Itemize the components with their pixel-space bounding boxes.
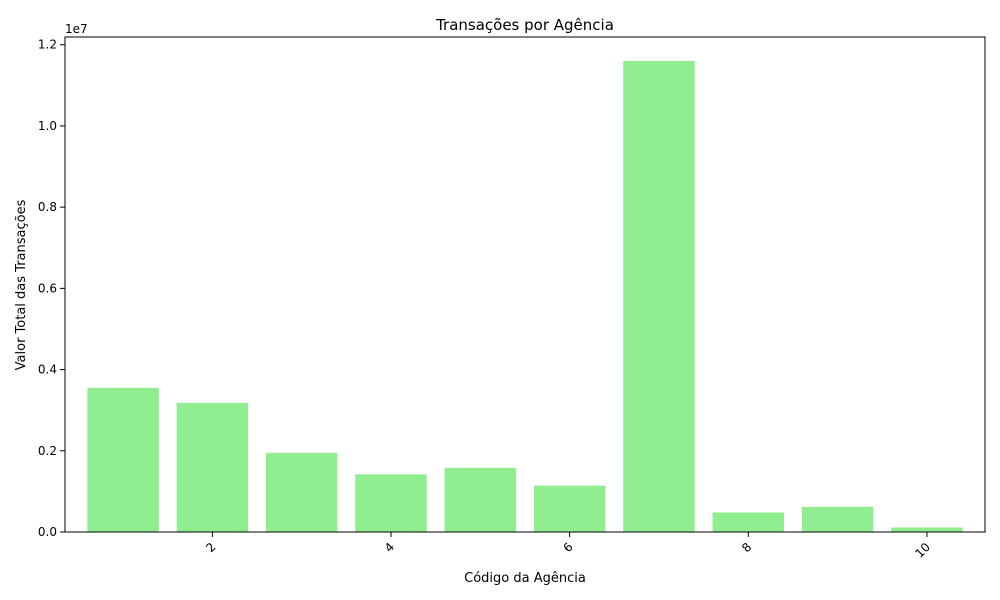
bar-10	[891, 527, 963, 532]
bar-3	[265, 452, 338, 532]
x-tick-label-6: 6	[560, 540, 575, 555]
x-tick-label-2: 2	[203, 540, 218, 555]
plot-frame	[64, 36, 986, 533]
x-axis-label: Código da Agência	[464, 571, 586, 586]
bar-7	[623, 60, 695, 533]
y-tick-label-1: 0.2	[38, 444, 57, 458]
y-tick-label-6: 1.2	[38, 38, 57, 52]
x-tick-label-4: 4	[382, 540, 397, 555]
y-tick-label-2: 0.4	[38, 363, 57, 377]
y-tick-label-0: 0.0	[38, 525, 57, 539]
x-tick-label-10: 10	[912, 540, 933, 561]
bar-4	[355, 474, 427, 532]
chart-title: Transações por Agência	[435, 16, 614, 34]
y-tick-label-4: 0.8	[38, 200, 57, 214]
y-tick-label-3: 0.6	[38, 281, 57, 295]
y-tick-label-5: 1.0	[38, 119, 57, 133]
bar-5	[444, 467, 517, 532]
y-axis-label: Valor Total das Transações	[14, 199, 29, 370]
bar-9	[801, 506, 874, 532]
bar-8	[712, 512, 785, 532]
y-offset-label: 1e7	[65, 22, 88, 36]
bar-1	[87, 387, 159, 532]
bar-6	[533, 485, 606, 532]
x-tick-label-8: 8	[739, 540, 754, 555]
bar-2	[176, 402, 249, 532]
